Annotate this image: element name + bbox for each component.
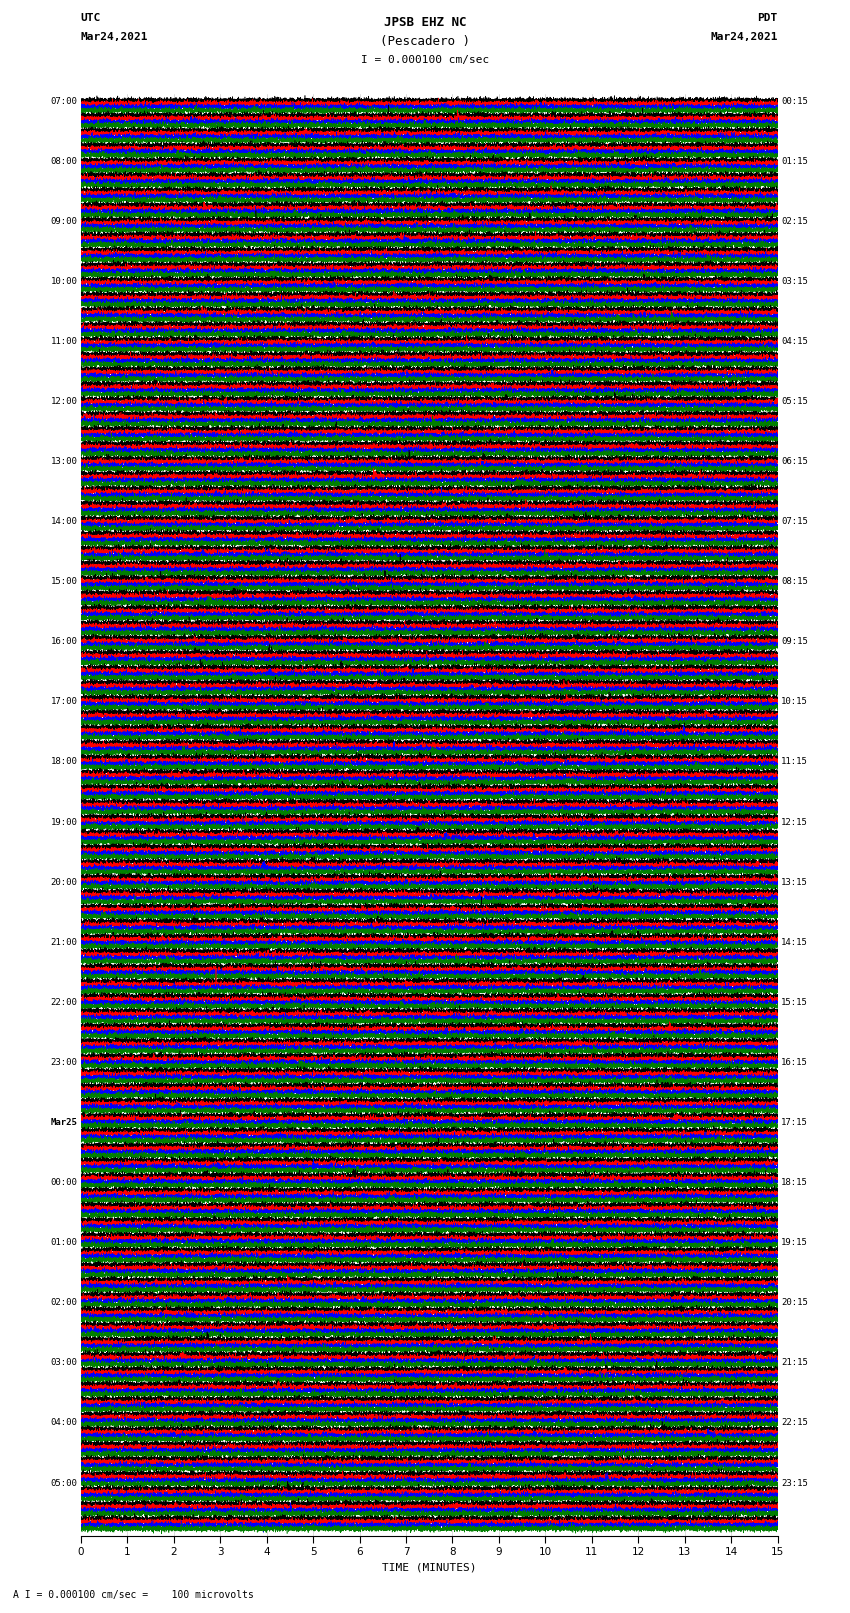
Text: (Pescadero ): (Pescadero ) xyxy=(380,35,470,48)
Text: 12:15: 12:15 xyxy=(781,818,808,826)
Text: 15:00: 15:00 xyxy=(50,577,77,586)
Text: 05:15: 05:15 xyxy=(781,397,808,406)
Text: 18:15: 18:15 xyxy=(781,1177,808,1187)
Text: 01:15: 01:15 xyxy=(781,156,808,166)
Text: 03:00: 03:00 xyxy=(50,1358,77,1368)
Text: 20:15: 20:15 xyxy=(781,1298,808,1307)
Text: 23:15: 23:15 xyxy=(781,1479,808,1487)
Text: PDT: PDT xyxy=(757,13,778,23)
Text: 02:00: 02:00 xyxy=(50,1298,77,1307)
Text: 22:15: 22:15 xyxy=(781,1418,808,1428)
Text: I = 0.000100 cm/sec: I = 0.000100 cm/sec xyxy=(361,55,489,65)
Text: 18:00: 18:00 xyxy=(50,758,77,766)
Text: 11:00: 11:00 xyxy=(50,337,77,345)
Text: Mar24,2021: Mar24,2021 xyxy=(81,32,148,42)
Text: 12:00: 12:00 xyxy=(50,397,77,406)
Text: 22:00: 22:00 xyxy=(50,998,77,1007)
Text: 13:00: 13:00 xyxy=(50,456,77,466)
Text: 10:15: 10:15 xyxy=(781,697,808,706)
Text: 11:15: 11:15 xyxy=(781,758,808,766)
Text: 17:00: 17:00 xyxy=(50,697,77,706)
Text: 13:15: 13:15 xyxy=(781,877,808,887)
Text: 14:15: 14:15 xyxy=(781,937,808,947)
X-axis label: TIME (MINUTES): TIME (MINUTES) xyxy=(382,1563,477,1573)
Text: 08:15: 08:15 xyxy=(781,577,808,586)
Text: 06:15: 06:15 xyxy=(781,456,808,466)
Text: 16:00: 16:00 xyxy=(50,637,77,647)
Text: Mar24,2021: Mar24,2021 xyxy=(711,32,778,42)
Text: 02:15: 02:15 xyxy=(781,216,808,226)
Text: Mar25: Mar25 xyxy=(50,1118,77,1127)
Text: 07:00: 07:00 xyxy=(50,97,77,105)
Text: 20:00: 20:00 xyxy=(50,877,77,887)
Text: A I = 0.000100 cm/sec =    100 microvolts: A I = 0.000100 cm/sec = 100 microvolts xyxy=(13,1590,253,1600)
Text: 00:00: 00:00 xyxy=(50,1177,77,1187)
Text: 23:00: 23:00 xyxy=(50,1058,77,1066)
Text: 14:00: 14:00 xyxy=(50,518,77,526)
Text: 09:00: 09:00 xyxy=(50,216,77,226)
Text: 09:15: 09:15 xyxy=(781,637,808,647)
Text: 04:00: 04:00 xyxy=(50,1418,77,1428)
Text: 21:00: 21:00 xyxy=(50,937,77,947)
Text: 19:00: 19:00 xyxy=(50,818,77,826)
Text: 19:15: 19:15 xyxy=(781,1239,808,1247)
Text: 21:15: 21:15 xyxy=(781,1358,808,1368)
Text: 17:15: 17:15 xyxy=(781,1118,808,1127)
Text: 05:00: 05:00 xyxy=(50,1479,77,1487)
Text: JPSB EHZ NC: JPSB EHZ NC xyxy=(383,16,467,29)
Text: 01:00: 01:00 xyxy=(50,1239,77,1247)
Text: 04:15: 04:15 xyxy=(781,337,808,345)
Text: 00:15: 00:15 xyxy=(781,97,808,105)
Text: UTC: UTC xyxy=(81,13,101,23)
Text: 03:15: 03:15 xyxy=(781,277,808,286)
Text: 07:15: 07:15 xyxy=(781,518,808,526)
Text: 08:00: 08:00 xyxy=(50,156,77,166)
Text: 10:00: 10:00 xyxy=(50,277,77,286)
Text: 15:15: 15:15 xyxy=(781,998,808,1007)
Text: 16:15: 16:15 xyxy=(781,1058,808,1066)
